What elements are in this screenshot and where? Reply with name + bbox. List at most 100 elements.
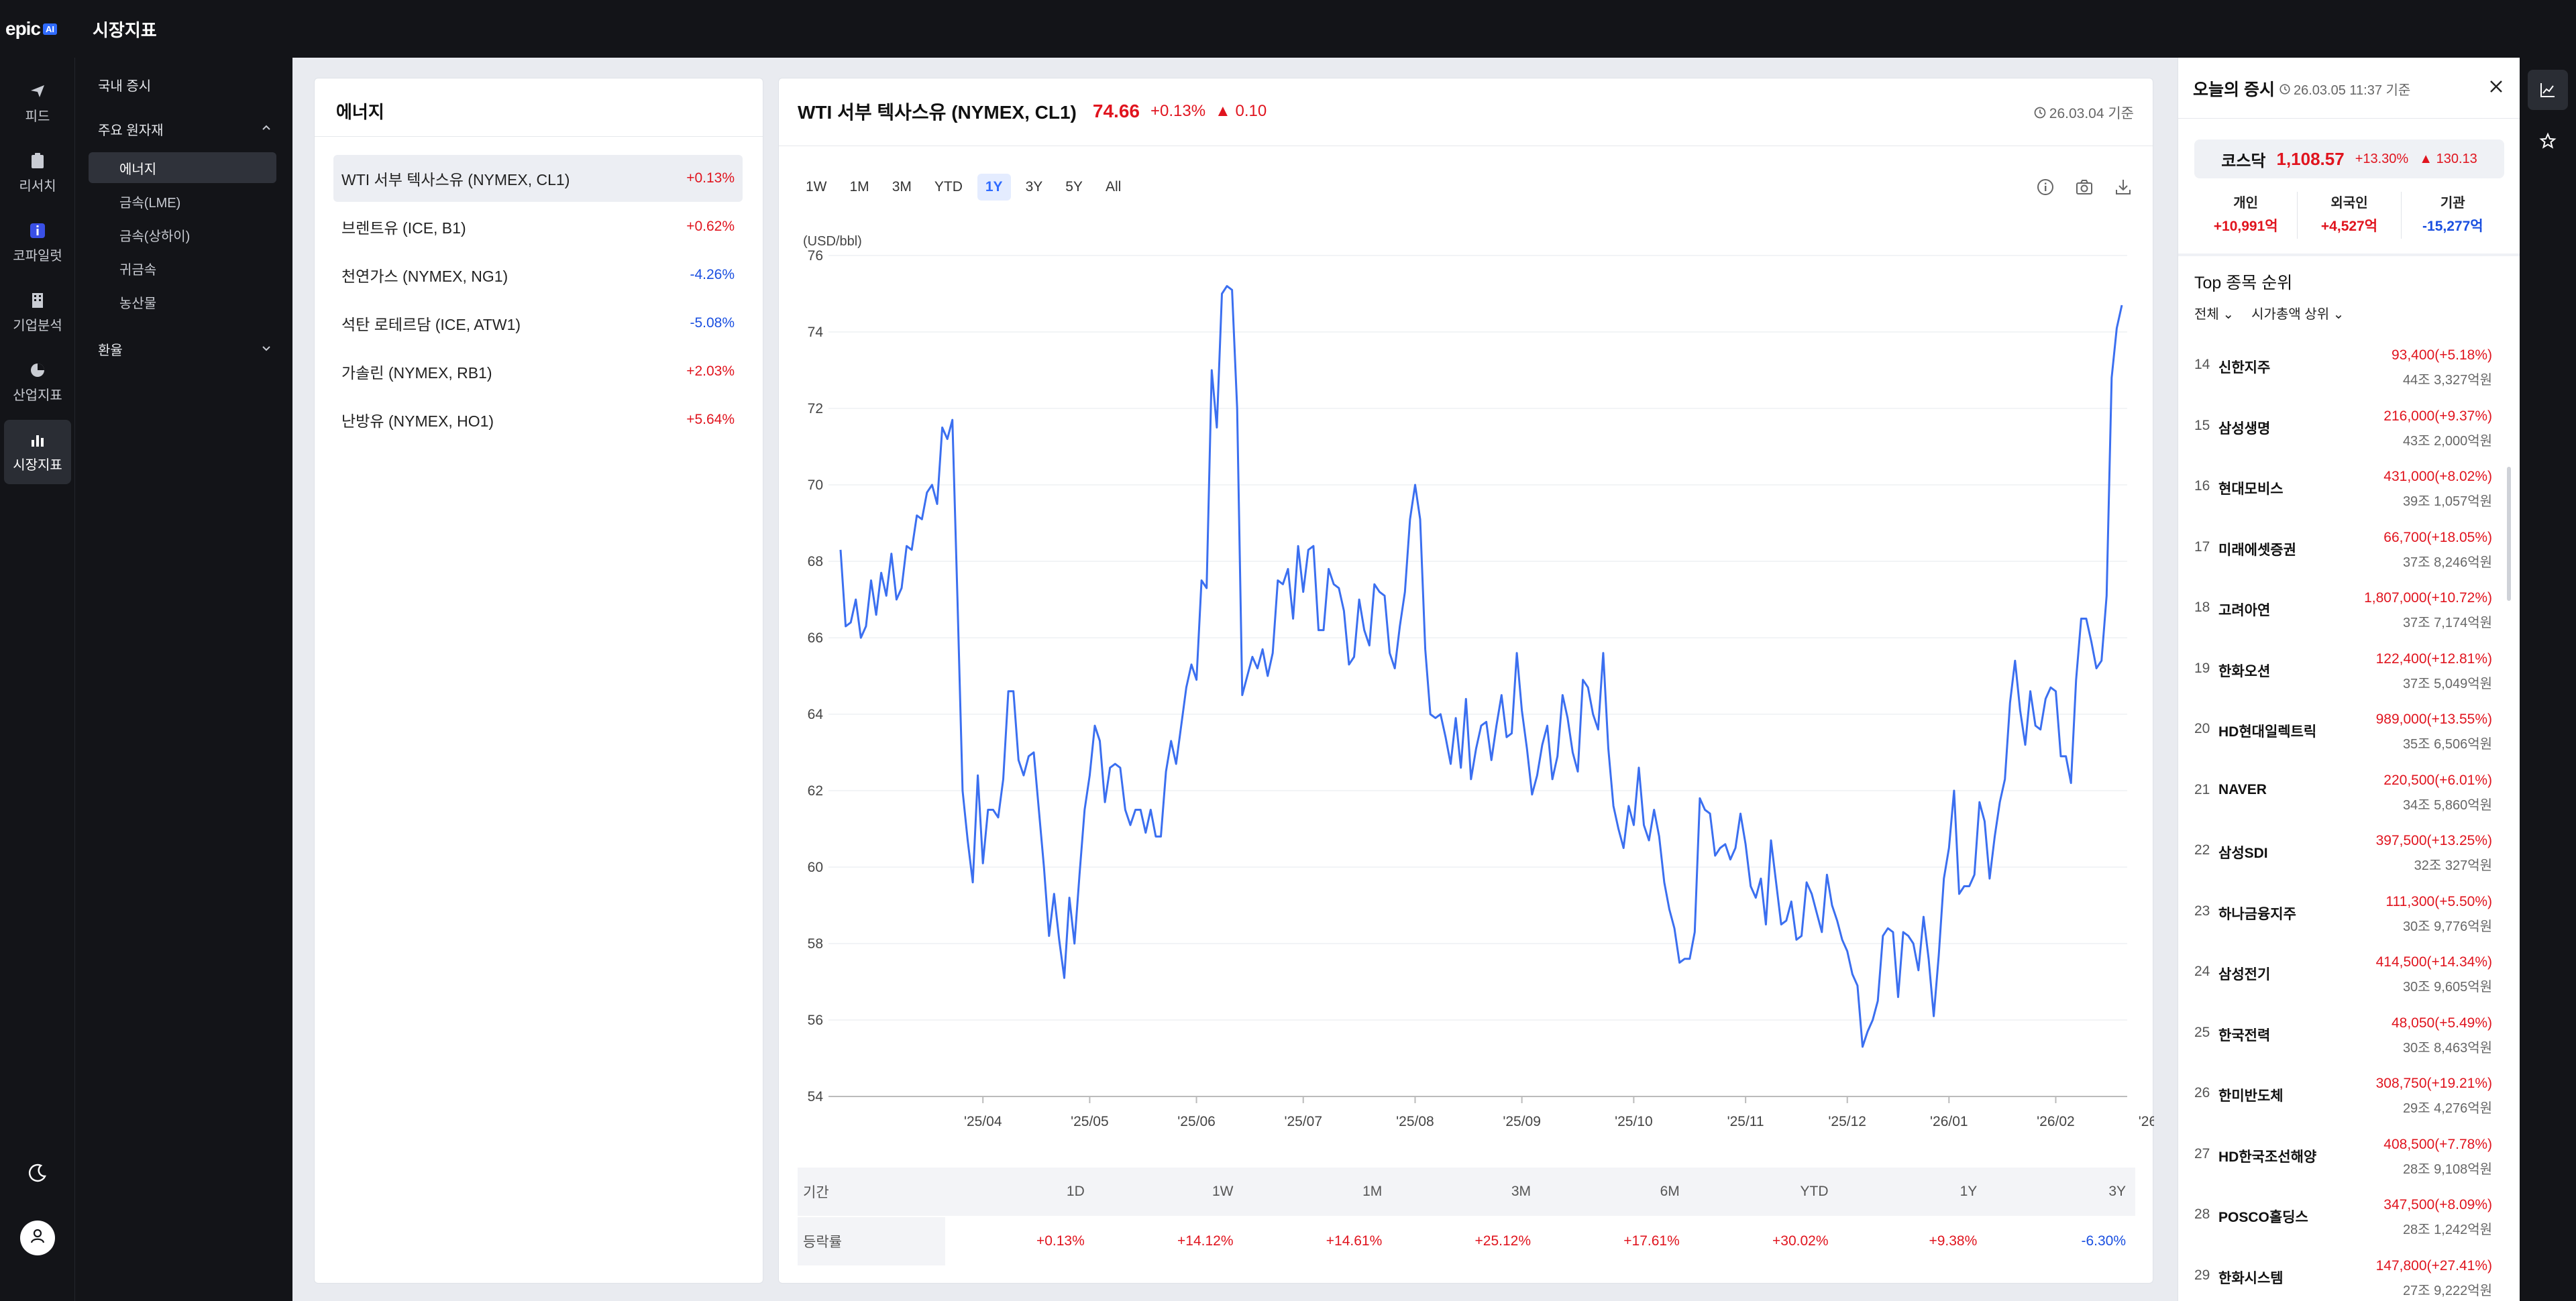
investor-net: -15,277억 [2422, 219, 2483, 234]
camera-icon[interactable] [2075, 178, 2094, 201]
stock-rank: 23 [2194, 903, 2210, 919]
epic-ai-logo[interactable]: epic AI [5, 18, 78, 40]
stock-name: HD한국조선해양 [2218, 1149, 2317, 1165]
commodity-name: 가솔린 (NYMEX, RB1) [341, 364, 492, 382]
nav-market[interactable]: 시장지표 [4, 420, 71, 484]
market-time: 26.03.05 11:37 기준 [2279, 79, 2410, 99]
stock-row[interactable]: 17 미래에셋증권 66,700(+18.05%) 37조 8,246억원 [2194, 522, 2492, 582]
index-change-diff: ▲ 130.13 [2419, 151, 2477, 166]
y-tick-label: 70 [808, 477, 823, 493]
stock-row[interactable]: 19 한화오션 122,400(+12.81%) 37조 5,049억원 [2194, 643, 2492, 703]
close-button[interactable] [2487, 78, 2505, 99]
price-line-chart: 54 56 58 60 62 64 66 68 70 72 74 76 '25/04 '25/05 '25/… [808, 248, 2154, 1129]
investor-flow: 기관 -15,277억 [2402, 192, 2504, 239]
stock-name: 하나금융지주 [2218, 906, 2296, 922]
stock-row[interactable]: 15 삼성생명 216,000(+9.37%) 43조 2,000억원 [2194, 400, 2492, 461]
subnav-item-agri[interactable]: 농산물 [119, 296, 157, 311]
subnav-fx[interactable]: 환율 [98, 335, 276, 362]
subnav-item-precious[interactable]: 귀금속 [119, 262, 157, 278]
x-tick-label: '25/12 [1828, 1114, 1866, 1129]
range-5y-button[interactable]: 5Y [1065, 179, 1083, 194]
period-return: +0.13% [1036, 1233, 1085, 1249]
stock-market-cap: 27조 9,222억원 [2402, 1283, 2492, 1298]
top-stocks-filters: 전체 ⌄ 시가총액 상위 ⌄ [2194, 303, 2344, 323]
download-icon[interactable] [2114, 178, 2133, 201]
stock-row[interactable]: 18 고려아연 1,807,000(+10.72%) 37조 7,174억원 [2194, 582, 2492, 642]
nav-label: 산업지표 [13, 388, 62, 403]
chevron-up-icon [260, 122, 272, 138]
list-item[interactable]: 가솔린 (NYMEX, RB1) +2.03% [333, 348, 743, 395]
subnav-group-label: 환율 [98, 343, 123, 358]
range-3y-button[interactable]: 3Y [1025, 179, 1043, 194]
range-ytd-button[interactable]: YTD [934, 179, 963, 194]
range-all-button[interactable]: All [1105, 179, 1122, 194]
stock-row[interactable]: 24 삼성전기 414,500(+14.34%) 30조 9,605억원 [2194, 946, 2492, 1007]
stock-row[interactable]: 21 NAVER 220,500(+6.01%) 34조 5,860억원 [2194, 765, 2492, 825]
subnav-domestic[interactable]: 국내 증시 [98, 78, 152, 94]
scrollbar[interactable] [2507, 467, 2511, 601]
stock-market-cap: 37조 7,174억원 [2402, 616, 2492, 630]
stock-price: 308,750(+19.21%) [2375, 1076, 2492, 1091]
as-of-date-text: 26.03.04 기준 [2049, 106, 2134, 121]
nav-company[interactable]: 기업분석 [4, 280, 71, 345]
stock-price: 66,700(+18.05%) [2383, 529, 2492, 545]
stock-name: 현대모비스 [2218, 482, 2284, 497]
nav-feed[interactable]: 피드 [4, 71, 71, 135]
close-icon [2490, 80, 2502, 93]
stock-row[interactable]: 23 하나금융지주 111,300(+5.50%) 30조 9,776억원 [2194, 886, 2492, 946]
x-tick-label: '25/11 [1727, 1114, 1764, 1129]
index-price: 1,108.57 [2276, 148, 2345, 169]
list-item[interactable]: WTI 서부 텍사스유 (NYMEX, CL1) +0.13% [333, 155, 743, 202]
nav-label: 기업분석 [13, 318, 62, 333]
commodity-change: -5.08% [690, 315, 735, 331]
list-item[interactable]: 브렌트유 (ICE, B1) +0.62% [333, 203, 743, 250]
nav-industry[interactable]: 산업지표 [4, 350, 71, 414]
chevron-down-icon: ⌄ [2222, 307, 2235, 322]
range-3m-button[interactable]: 3M [892, 179, 912, 194]
list-item[interactable]: 천연가스 (NYMEX, NG1) -4.26% [333, 251, 743, 298]
stock-rank: 20 [2194, 721, 2210, 736]
stock-row[interactable]: 25 한국전력 48,050(+5.49%) 30조 8,463억원 [2194, 1007, 2492, 1068]
market-panel-button[interactable] [2528, 70, 2568, 110]
filter-sort-dropdown[interactable]: 시가총액 상위 ⌄ [2251, 303, 2344, 323]
subnav-item-shanghai[interactable]: 금속(상하이) [119, 229, 191, 244]
x-tick-label: '25/06 [1177, 1114, 1216, 1129]
market-side-panel: 오늘의 증시 26.03.05 11:37 기준 코스닥 1,108.57 +1… [2178, 58, 2520, 1301]
stock-market-cap: 32조 327억원 [2414, 858, 2492, 873]
range-1m-button[interactable]: 1M [849, 179, 869, 194]
clock-icon [2279, 83, 2290, 95]
pie-chart-icon [29, 361, 46, 379]
dark-mode-toggle[interactable] [20, 1157, 55, 1192]
commodity-name: 천연가스 (NYMEX, NG1) [341, 268, 508, 285]
x-tick-label: '25/08 [1396, 1114, 1434, 1129]
favorites-button[interactable] [2528, 121, 2568, 161]
stock-row[interactable]: 26 한미반도체 308,750(+19.21%) 29조 4,276억원 [2194, 1068, 2492, 1128]
period-return: +14.61% [1326, 1233, 1383, 1249]
list-item[interactable]: 난방유 (NYMEX, HO1) +5.64% [333, 396, 743, 443]
subnav-item-energy[interactable]: 에너지 [89, 152, 276, 183]
filter-market-dropdown[interactable]: 전체 ⌄ [2194, 303, 2234, 323]
nav-copilot[interactable]: 코파일럿 [4, 211, 71, 275]
stock-row[interactable]: 29 한화시스템 147,800(+27.41%) 27조 9,222억원 [2194, 1250, 2492, 1301]
y-tick-label: 74 [808, 325, 824, 340]
subnav-item-lme[interactable]: 금속(LME) [119, 195, 181, 211]
period-header: 1Y [1960, 1184, 1978, 1199]
stock-rank: 18 [2194, 600, 2210, 615]
stock-row[interactable]: 20 HD현대일렉트릭 989,000(+13.55%) 35조 6,506억원 [2194, 703, 2492, 764]
list-item[interactable]: 석탄 로테르담 (ICE, ATW1) -5.08% [333, 300, 743, 347]
stock-row[interactable]: 14 신한지주 93,400(+5.18%) 44조 3,327억원 [2194, 339, 2492, 400]
stock-row[interactable]: 22 삼성SDI 397,500(+13.25%) 32조 327억원 [2194, 825, 2492, 885]
stock-row[interactable]: 28 POSCO홀딩스 347,500(+8.09%) 28조 1,242억원 [2194, 1189, 2492, 1249]
filter-sort-label: 시가총액 상위 [2251, 307, 2330, 322]
range-1y-button[interactable]: 1Y [977, 174, 1011, 201]
kosdaq-index-card[interactable]: 코스닥 1,108.57 +13.30% ▲ 130.13 [2194, 139, 2504, 178]
avatar[interactable] [20, 1221, 55, 1255]
stock-row[interactable]: 16 현대모비스 431,000(+8.02%) 39조 1,057억원 [2194, 461, 2492, 521]
subnav-commodities[interactable]: 주요 원자재 [98, 115, 276, 142]
stock-market-cap: 44조 3,327억원 [2402, 373, 2492, 388]
info-icon[interactable] [2036, 178, 2055, 201]
range-1w-button[interactable]: 1W [806, 179, 827, 194]
stock-row[interactable]: 27 HD한국조선해양 408,500(+7.78%) 28조 9,108억원 [2194, 1129, 2492, 1189]
nav-research[interactable]: 리서치 [4, 141, 71, 205]
nav-label: 시장지표 [13, 457, 62, 473]
